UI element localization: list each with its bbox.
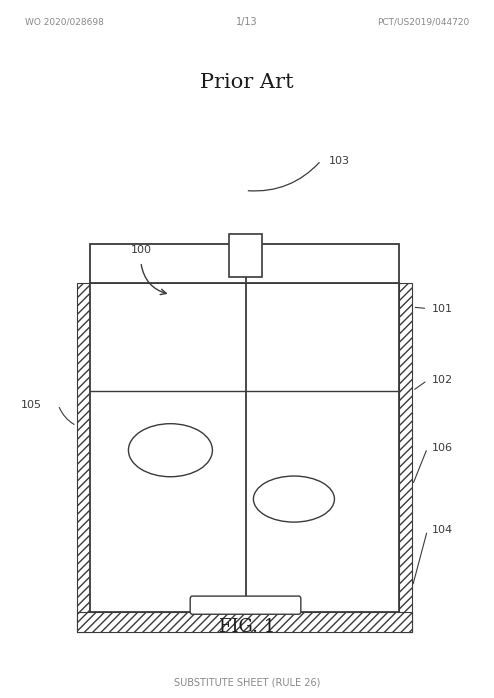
Text: 101: 101 [432,304,453,313]
Bar [229,234,262,277]
Text: 103: 103 [329,156,350,165]
Bar [399,283,412,632]
Text: Prior Art: Prior Art [200,73,294,92]
Text: 105: 105 [21,400,42,410]
Ellipse shape [253,476,334,522]
Bar [90,283,399,612]
Text: FIG. 1: FIG. 1 [219,618,275,636]
FancyBboxPatch shape [190,596,301,614]
Bar [90,244,399,283]
Text: 1/13: 1/13 [236,17,258,27]
Text: 100: 100 [131,245,152,255]
Text: WO 2020/028698: WO 2020/028698 [25,17,104,27]
Text: 104: 104 [432,526,453,535]
Bar [77,283,90,632]
Text: 106: 106 [432,443,453,453]
Ellipse shape [128,424,212,477]
Text: 102: 102 [432,376,453,385]
Bar [77,612,412,632]
Text: SUBSTITUTE SHEET (RULE 26): SUBSTITUTE SHEET (RULE 26) [174,677,320,687]
Text: PCT/US2019/044720: PCT/US2019/044720 [377,17,469,27]
